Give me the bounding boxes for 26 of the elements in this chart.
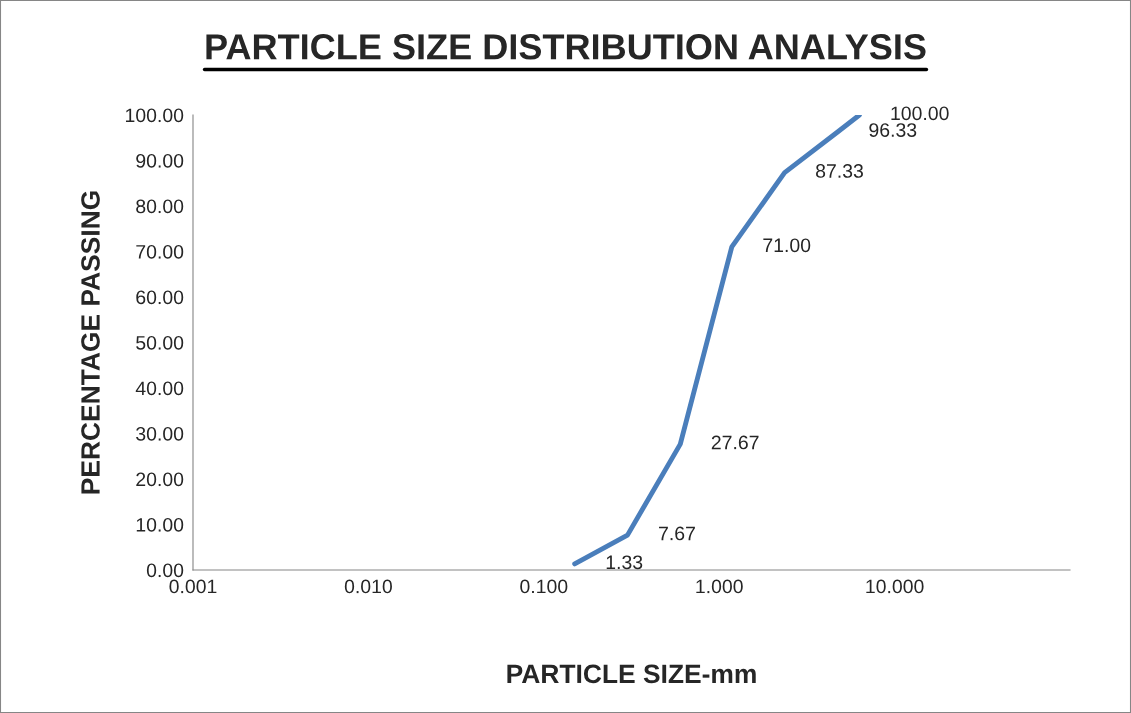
- x-tick-label: 0.001: [169, 579, 217, 594]
- y-axis-title: PERCENTAGE PASSING: [81, 191, 100, 494]
- y-tick-label: 0.00: [146, 563, 184, 578]
- data-label: 96.33: [869, 123, 917, 137]
- data-label: 71.00: [763, 238, 811, 253]
- x-tick-label: 0.010: [344, 579, 392, 594]
- x-tick-label: 0.100: [520, 579, 568, 594]
- y-tick-label: 10.00: [136, 517, 184, 532]
- y-tick-label: 30.00: [136, 426, 184, 441]
- y-tick-label: 60.00: [136, 290, 184, 305]
- data-label: 100.00: [891, 106, 949, 121]
- x-tick-label: 10.000: [866, 579, 924, 594]
- y-tick-label: 70.00: [136, 244, 184, 259]
- x-tick-label: 1.000: [696, 579, 743, 594]
- y-tick-label: 90.00: [136, 153, 184, 168]
- y-tick-label: 20.00: [136, 472, 184, 487]
- data-label: 7.67: [659, 526, 695, 541]
- data-label: 1.33: [606, 555, 643, 570]
- data-label: 87.33: [816, 164, 863, 178]
- y-tick-label: 80.00: [136, 199, 184, 214]
- y-tick-label: 100.00: [125, 108, 184, 123]
- chart-title: PARTICLE SIZE DISTRIBUTION ANALYSIS: [206, 34, 926, 60]
- y-tick-label: 50.00: [136, 335, 184, 350]
- data-label: 27.67: [711, 435, 759, 450]
- x-axis-title: PARTICLE SIZE-mm: [507, 664, 756, 684]
- y-tick-label: 40.00: [135, 381, 184, 396]
